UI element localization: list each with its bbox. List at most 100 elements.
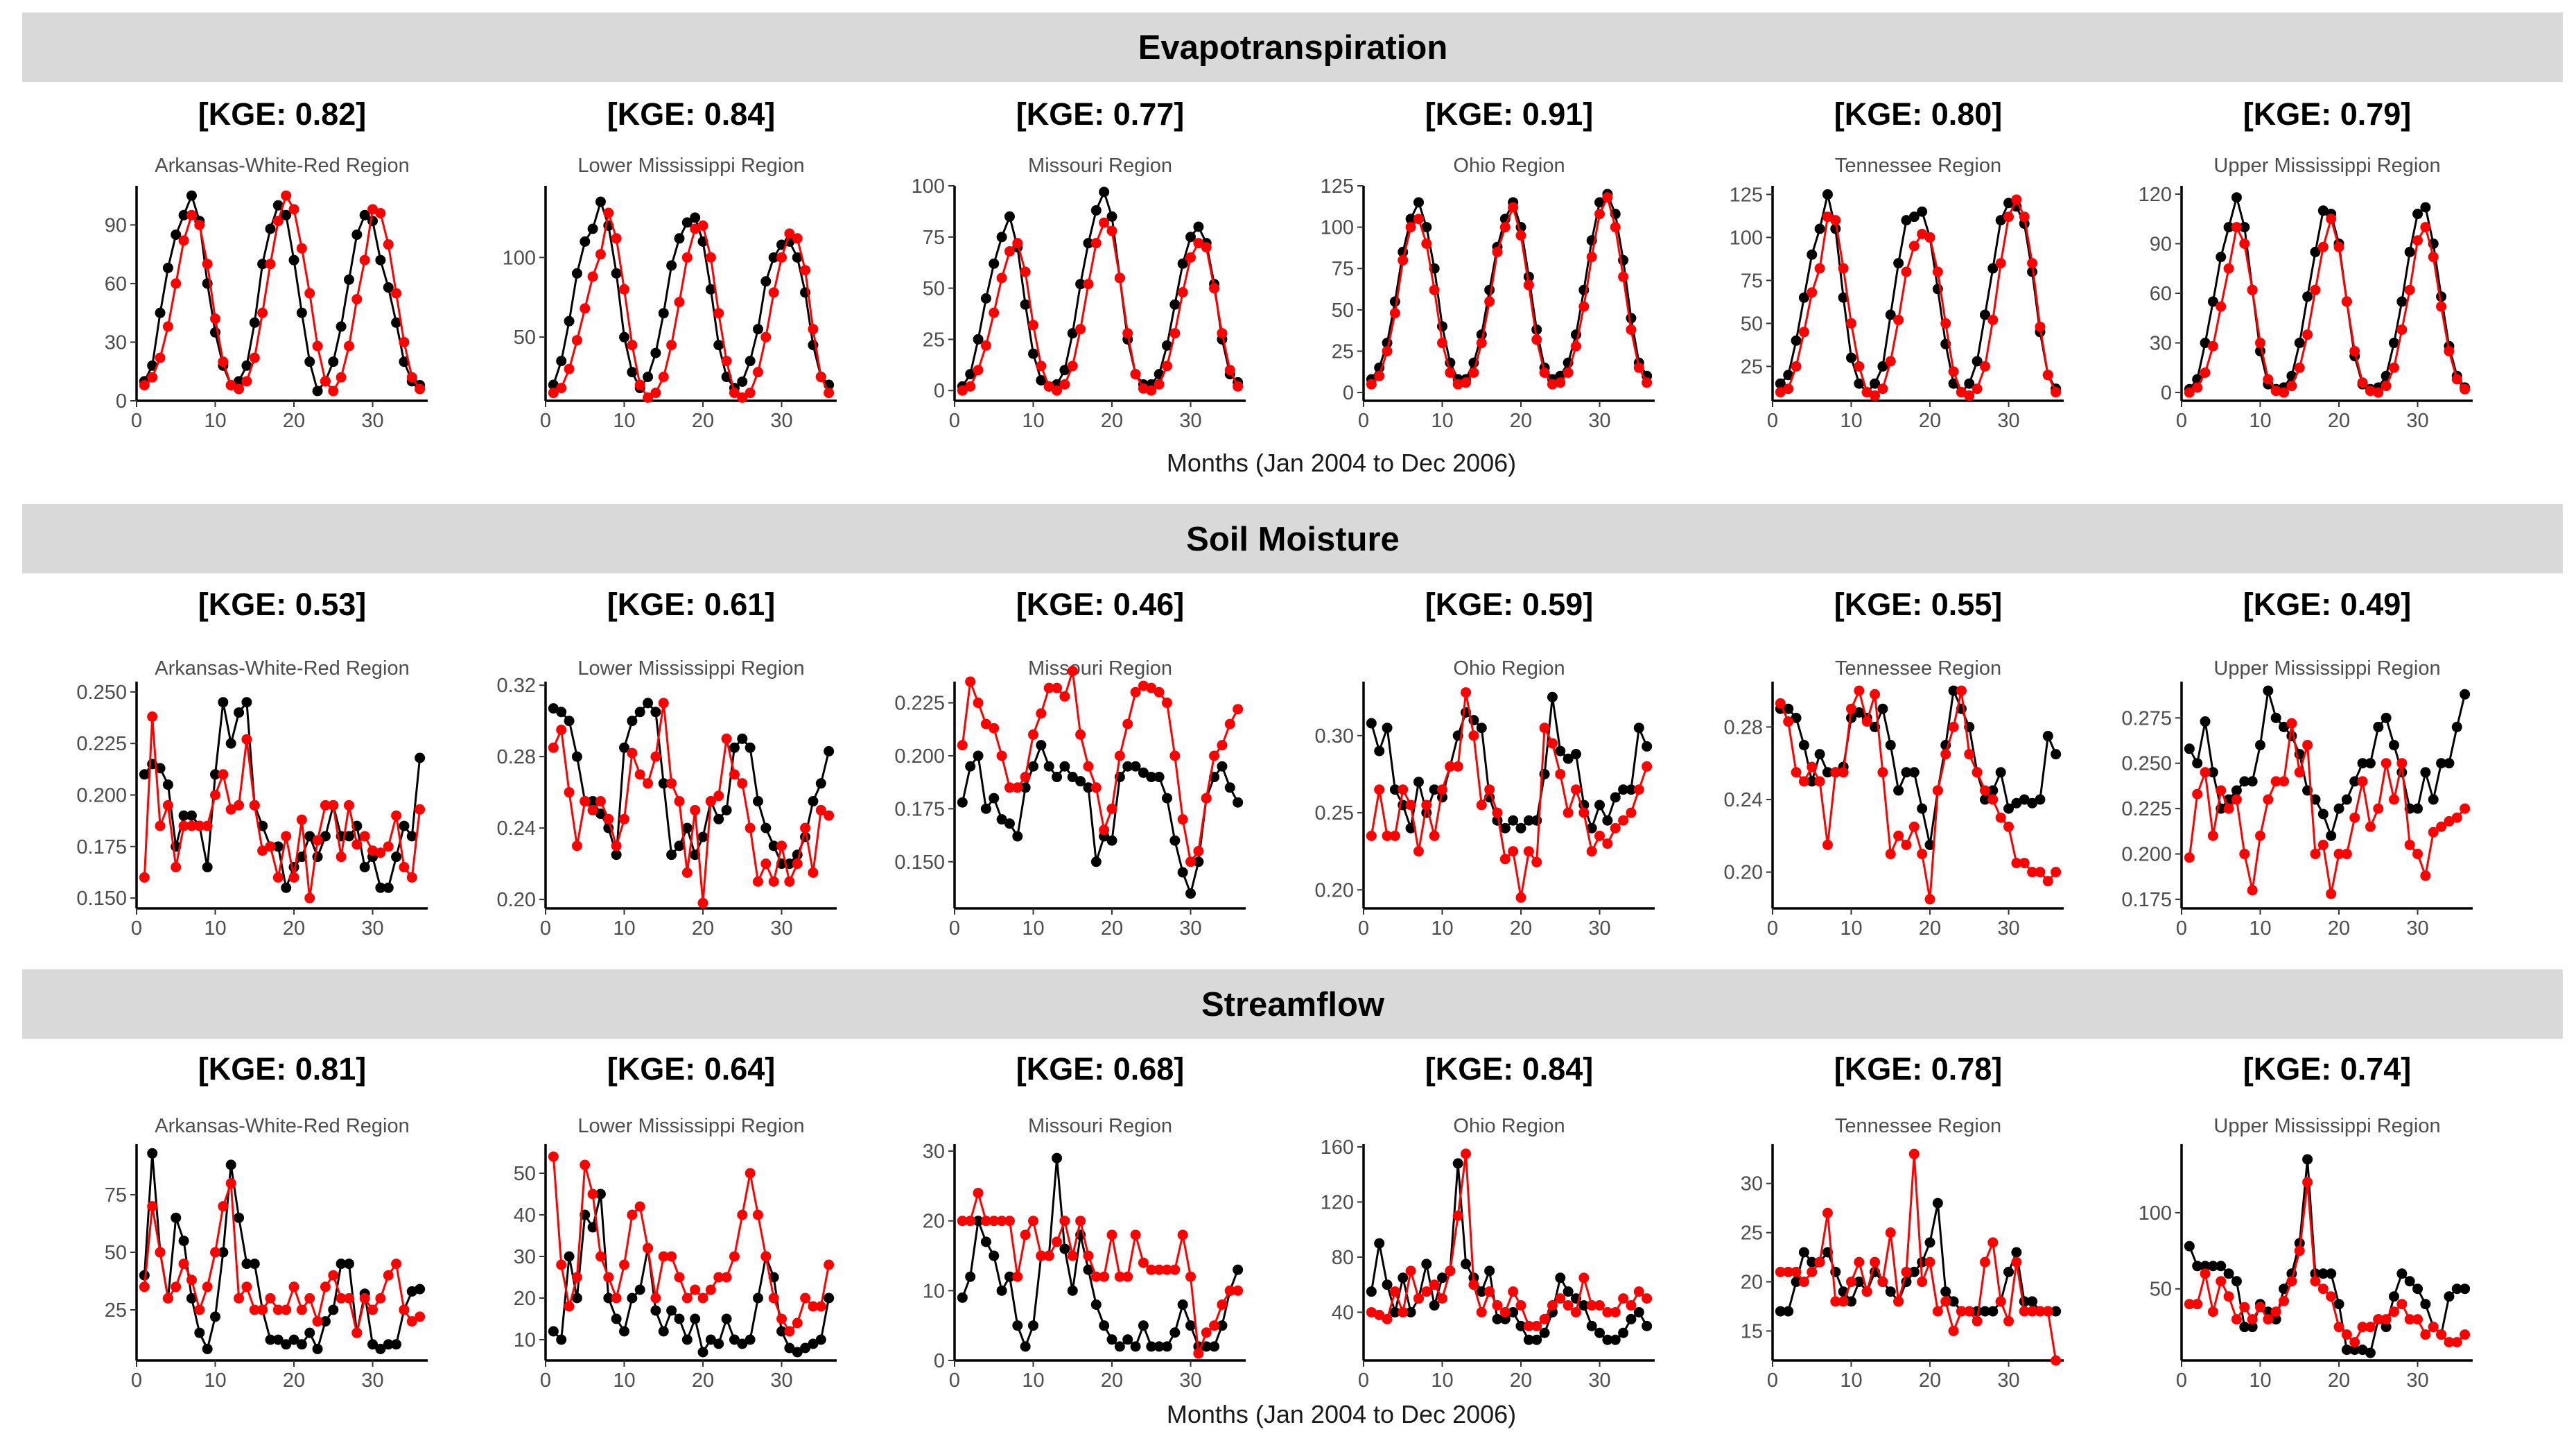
data-point-red: [1594, 209, 1605, 220]
x-tick-label: 20: [1919, 410, 1941, 432]
data-point-black: [643, 698, 654, 709]
panel-kge-title: [KGE: 0.79]: [2243, 96, 2412, 132]
data-point-red: [320, 1281, 331, 1293]
data-point-red: [2451, 374, 2462, 385]
data-point-red: [776, 252, 787, 263]
data-point-red: [2317, 839, 2329, 850]
data-point-red: [1846, 1277, 1857, 1288]
data-point-red: [1067, 1250, 1078, 1261]
data-point-red: [556, 1259, 567, 1270]
data-point-red: [611, 840, 622, 852]
data-point-black: [1004, 818, 1015, 829]
data-point-red: [312, 340, 323, 352]
panel-region-title: Arkansas-White-Red Region: [155, 1115, 409, 1137]
data-point-black: [304, 831, 315, 842]
x-tick-label: 10: [1431, 917, 1453, 940]
data-point-black: [1020, 1341, 1031, 1352]
data-point-red: [1539, 1313, 1550, 1324]
data-point-red: [1122, 328, 1133, 339]
data-point-red: [634, 1201, 645, 1212]
data-point-black: [241, 697, 252, 708]
data-point-red: [1020, 266, 1031, 277]
data-point-black: [2326, 1268, 2337, 1279]
data-point-black: [1791, 712, 1802, 723]
data-point-black: [681, 822, 693, 833]
data-point-black: [1421, 1259, 1432, 1270]
data-point-black: [752, 796, 763, 807]
data-point-black: [281, 209, 292, 221]
data-point-black: [650, 707, 661, 718]
data-point-black: [1610, 1334, 1621, 1345]
data-point-red: [272, 216, 284, 227]
x-tick-label: 10: [1431, 1369, 1453, 1392]
data-point-red: [697, 220, 708, 231]
data-point-black: [1948, 685, 1959, 696]
data-point-red: [1901, 839, 1912, 850]
data-point-red: [1798, 327, 1809, 338]
data-point-black: [1177, 258, 1188, 269]
data-point-red: [1468, 730, 1479, 741]
data-point-red: [1964, 1306, 1975, 1317]
data-point-black: [1547, 691, 1558, 702]
data-point-red: [792, 858, 803, 870]
data-point-black: [1893, 258, 1904, 269]
panel-region-title: Upper Mississippi Region: [2213, 155, 2440, 177]
data-point-black: [705, 284, 716, 295]
y-tick-label: 75: [1741, 270, 1763, 292]
data-point-red: [2460, 383, 2471, 395]
data-point-red: [580, 1159, 591, 1170]
data-point-red: [2428, 252, 2439, 263]
panel-kge-title: [KGE: 0.46]: [1016, 587, 1185, 622]
series-line-black: [1780, 686, 2057, 845]
data-point-red: [2310, 284, 2321, 295]
data-point-red: [2231, 794, 2242, 805]
data-point-red: [666, 340, 677, 351]
data-point-red: [2200, 367, 2211, 378]
data-point-red: [1775, 1266, 1786, 1277]
data-point-red: [1870, 689, 1881, 700]
data-point-black: [996, 814, 1007, 825]
panel-3: [KGE: 0.68] Missouri Region 0 10 20 30 0 10 20 30: [923, 1051, 1246, 1392]
x-tick-label: 10: [2249, 410, 2271, 432]
data-point-black: [2302, 291, 2313, 302]
x-tick-label: 30: [770, 410, 792, 432]
data-point-red: [249, 352, 260, 363]
y-tick-label: 0.275: [2121, 707, 2172, 729]
data-point-red: [1452, 761, 1463, 772]
data-point-black: [1130, 1341, 1141, 1352]
data-point-red: [2341, 296, 2352, 307]
data-point-red: [2270, 386, 2281, 397]
data-point-black: [1193, 221, 1204, 232]
data-point-black: [1138, 767, 1149, 778]
data-point-red: [1508, 846, 1519, 857]
x-tick-label: 20: [692, 917, 714, 940]
data-point-red: [1429, 284, 1440, 295]
data-point-red: [241, 376, 252, 387]
data-point-black: [721, 1313, 732, 1324]
data-point-red: [375, 1293, 386, 1304]
data-point-red: [2310, 849, 2321, 860]
data-point-black: [155, 763, 166, 774]
data-point-red: [1932, 1306, 1943, 1317]
data-point-red: [2302, 740, 2313, 751]
data-point-red: [1122, 718, 1133, 729]
data-point-red: [1940, 318, 1951, 329]
data-point-black: [619, 331, 630, 343]
data-point-red: [406, 872, 417, 883]
data-point-black: [272, 200, 284, 211]
data-point-red: [713, 1272, 724, 1283]
data-point-red: [1012, 782, 1023, 793]
data-point-red: [2192, 1299, 2203, 1310]
data-point-red: [234, 1293, 245, 1304]
data-point-black: [296, 1339, 307, 1350]
x-axis-label: Months (Jan 2004 to Dec 2006): [1167, 1400, 1516, 1428]
data-point-black: [2192, 1261, 2203, 1272]
y-tick-label: 0.175: [2121, 889, 2172, 911]
data-point-red: [1917, 1277, 1928, 1288]
data-point-red: [1499, 222, 1511, 233]
data-point-black: [359, 862, 370, 873]
data-point-red: [2396, 1299, 2408, 1310]
data-point-black: [1028, 761, 1039, 772]
data-point-black: [1563, 753, 1574, 764]
data-point-red: [359, 1293, 370, 1304]
